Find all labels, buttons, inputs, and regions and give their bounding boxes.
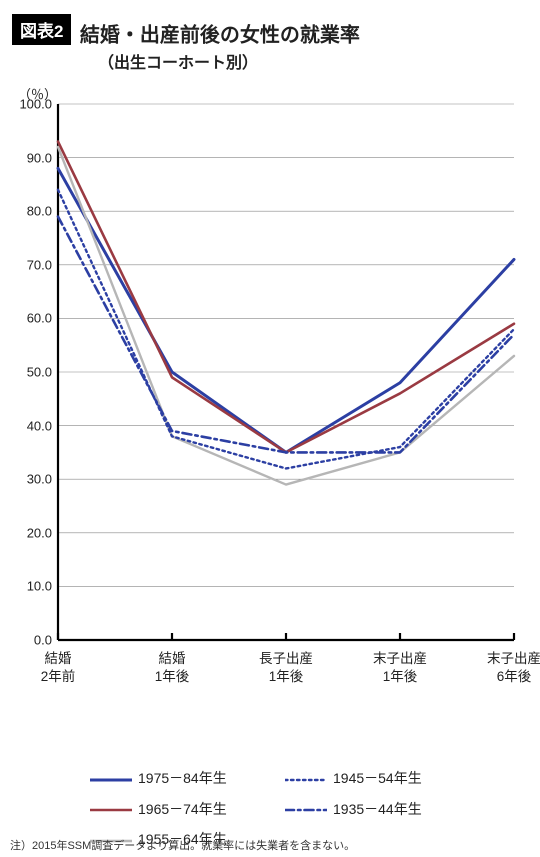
y-tick-label: 100.0 [8,97,52,112]
legend-swatch [285,774,327,786]
legend-swatch [285,804,327,816]
x-tick-label: 結婚 1年後 [132,650,212,686]
x-tick-label: 末子出産 1年後 [360,650,440,686]
x-tick-label: 長子出産 1年後 [246,650,326,686]
chart-area: 0.0 10.0 20.0 30.0 40.0 50.0 60.0 70.0 80.0 90.0 1… [0,98,540,698]
x-tick-label: 末子出産 6年後 [474,650,540,686]
legend-item: 1975－84年生 [90,765,285,792]
legend-item: 1965－74年生 [90,796,285,823]
chart-subtitle: （出生コーホート別） [98,49,528,73]
legend-swatch [90,774,132,786]
legend-item: 1935－44年生 [285,796,480,823]
y-tick-label: 50.0 [8,365,52,380]
y-tick-label: 0.0 [8,633,52,648]
line-chart [0,98,534,660]
y-tick-label: 20.0 [8,525,52,540]
y-tick-label: 10.0 [8,579,52,594]
chart-header: 図表2 結婚・出産前後の女性の就業率 （出生コーホート別） [0,0,540,79]
y-tick-label: 40.0 [8,418,52,433]
figure-badge: 図表2 [12,14,71,45]
legend-item: 1945－54年生 [285,765,480,792]
legend-label: 1945－54年生 [333,770,422,786]
y-tick-label: 90.0 [8,150,52,165]
chart-title: 結婚・出産前後の女性の就業率 [80,24,360,46]
legend-label: 1935－44年生 [333,801,422,817]
chart-footnote: 注）2015年SSM調査データより算出。就業率には失業者を含まない。 [10,837,355,853]
legend-label: 1965－74年生 [138,801,227,817]
y-tick-label: 60.0 [8,311,52,326]
y-tick-label: 30.0 [8,472,52,487]
legend-label: 1975－84年生 [138,770,227,786]
y-tick-label: 70.0 [8,257,52,272]
x-tick-label: 結婚 2年前 [18,650,98,686]
y-tick-label: 80.0 [8,204,52,219]
legend-swatch [90,804,132,816]
